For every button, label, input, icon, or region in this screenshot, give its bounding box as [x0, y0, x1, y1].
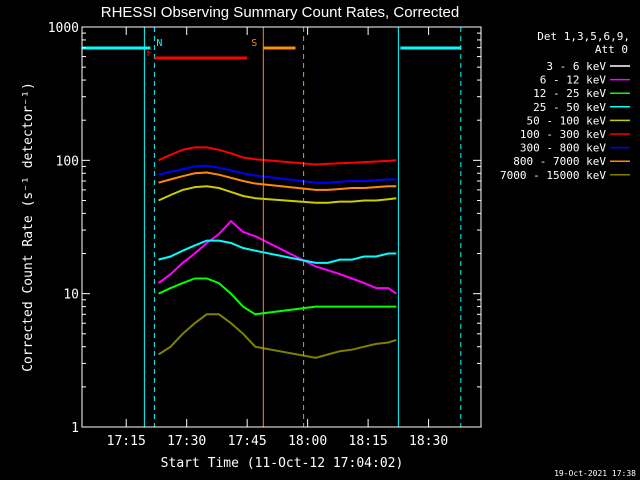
legend-label-8: 7000 - 15000 keV — [500, 169, 606, 182]
series-line-5 — [158, 146, 397, 166]
series-line-0 — [157, 211, 397, 290]
series-line-8 — [157, 313, 397, 359]
legend-label-2: 12 - 25 keV — [533, 87, 606, 100]
legend-header-attenuator: Att 0 — [595, 43, 628, 56]
y-tick-label-1: 10 — [63, 288, 79, 303]
axes: 17:15 17:30 17:45 18:00 18:15 18:30 1 10 100 1000 — [48, 21, 481, 449]
series-line-7 — [158, 171, 397, 191]
flag-label-2: S — [251, 38, 257, 49]
y-tick-label-2: 100 — [56, 154, 79, 169]
series-line-6 — [158, 164, 397, 184]
chart-title: RHESSI Observing Summary Count Rates, Co… — [101, 4, 459, 21]
x-tick-label-1: 17:30 — [167, 434, 206, 449]
x-tick-label-2: 17:45 — [228, 434, 267, 449]
y-tick-label-3: 1000 — [48, 21, 79, 36]
legend-label-6: 300 - 800 keV — [520, 142, 606, 155]
series-line-1 — [157, 219, 397, 295]
legend-label-7: 800 - 7000 keV — [513, 155, 606, 168]
x-tick-label-4: 18:15 — [349, 434, 388, 449]
flag-label-0: N — [156, 38, 162, 49]
legend-label-5: 100 - 300 keV — [520, 128, 606, 141]
series-line-2 — [158, 277, 397, 316]
legend-label-4: 50 - 100 keV — [527, 114, 607, 127]
x-tick-label-0: 17:15 — [107, 434, 146, 449]
footer-date: 19-Oct-2021 17:38 — [554, 469, 636, 478]
series-line-4 — [158, 185, 397, 204]
legend-header-detectors: Det 1,3,5,6,9, — [537, 30, 630, 43]
y-axis-label: Corrected Count Rate (s⁻¹ detector⁻¹) — [21, 82, 36, 372]
legend-label-1: 6 - 12 keV — [540, 74, 607, 87]
y-tick-label-0: 1 — [71, 421, 79, 436]
series-line-3 — [158, 239, 397, 264]
legend-label-0: 3 - 6 keV — [546, 60, 606, 73]
plot-frame — [81, 26, 482, 428]
flag-label-1: F — [146, 48, 152, 59]
x-axis-label: Start Time (11-Oct-12 17:04:02) — [161, 456, 404, 471]
legend-label-3: 25 - 50 keV — [533, 101, 606, 114]
x-tick-label-5: 18:30 — [409, 434, 448, 449]
x-tick-label-3: 18:00 — [288, 434, 327, 449]
